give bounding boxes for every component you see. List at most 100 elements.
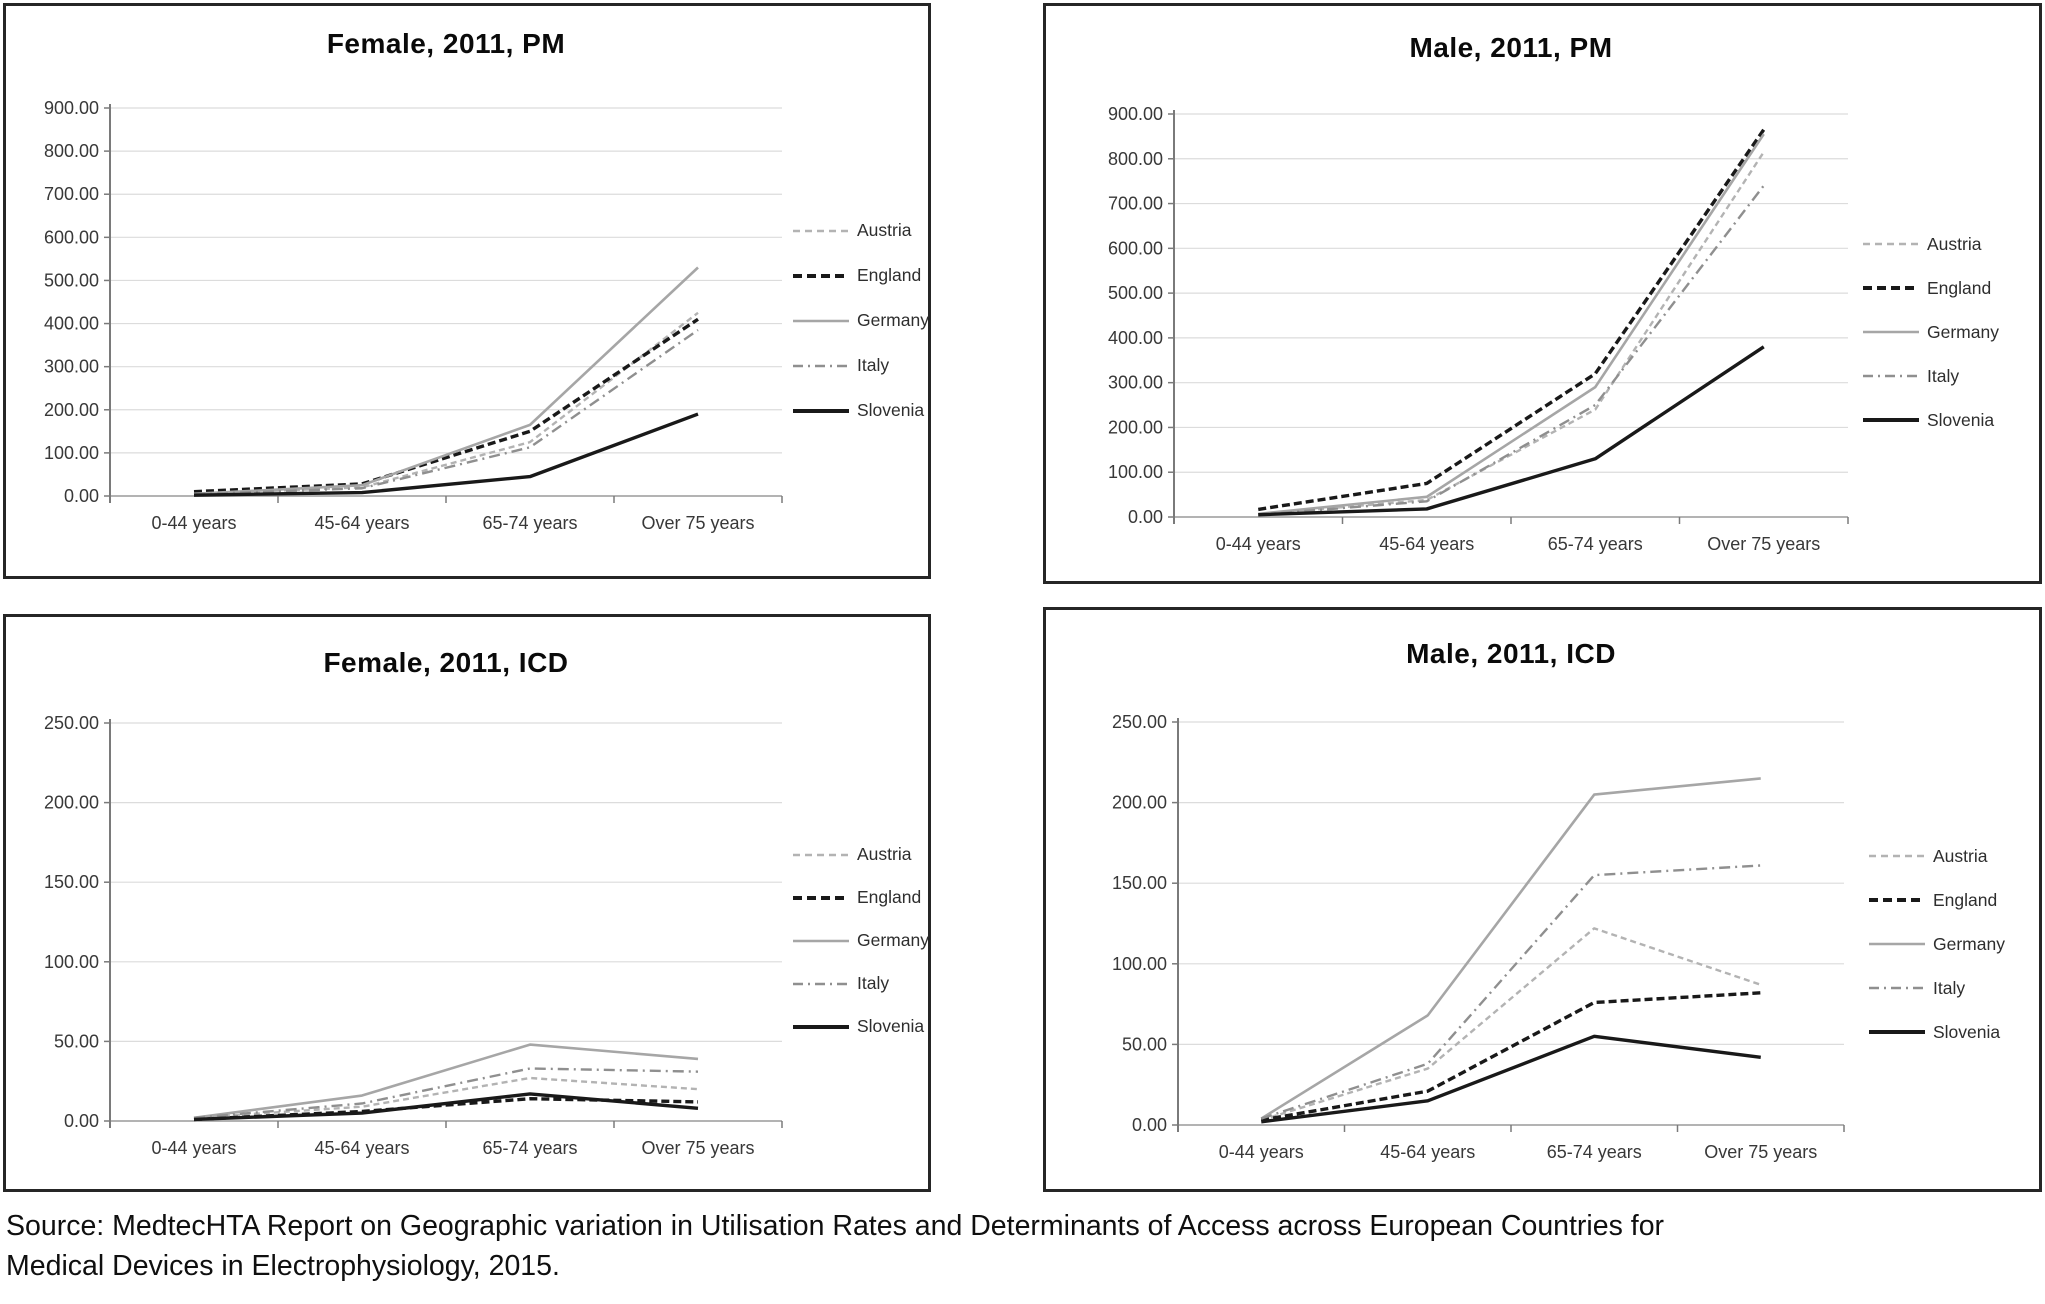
- legend-item-germany: Germany: [792, 298, 929, 343]
- x-tick-label: 0-44 years: [1219, 1142, 1304, 1162]
- y-tick-label: 100.00: [1112, 954, 1167, 974]
- italy-line-sample: [793, 364, 849, 367]
- x-tick-label: Over 75 years: [1707, 534, 1820, 554]
- y-tick-label: 300.00: [1108, 373, 1163, 393]
- chart-legend: Austria England Germany Italy Slovenia: [792, 208, 929, 433]
- legend-item-italy: Italy: [1868, 966, 2005, 1010]
- slovenia-line-sample: [793, 408, 849, 413]
- legend-label: Germany: [1927, 321, 1999, 342]
- y-tick-label: 900.00: [44, 98, 99, 118]
- legend-item-austria: Austria: [792, 833, 929, 876]
- series-line-england: [1257, 128, 1766, 512]
- england-line-sample: [1863, 286, 1919, 290]
- legend-label: Slovenia: [1933, 1021, 2001, 1042]
- italy-line-sample: [1863, 374, 1919, 378]
- y-tick-label: 100.00: [44, 952, 99, 972]
- legend-item-italy: Italy: [1862, 354, 1999, 398]
- legend-label: Germany: [857, 930, 929, 950]
- legend-label: Slovenia: [857, 1016, 925, 1036]
- austria-line-sample: [1869, 854, 1925, 858]
- y-tick-label: 400.00: [44, 314, 99, 334]
- y-tick-label: 200.00: [44, 793, 99, 813]
- legend-label: England: [1933, 889, 1998, 910]
- series-line-slovenia: [193, 412, 699, 497]
- legend-item-germany: Germany: [1862, 310, 1999, 354]
- chart-legend: Austria England Germany Italy Slovenia: [792, 833, 929, 1048]
- y-tick-label: 150.00: [1112, 873, 1167, 893]
- y-tick-label: 50.00: [54, 1031, 99, 1051]
- legend-label: Slovenia: [1927, 409, 1995, 430]
- legend-label: Austria: [857, 844, 912, 864]
- y-tick-label: 250.00: [44, 713, 99, 733]
- series-line-germany: [193, 266, 699, 496]
- legend-label: Austria: [1933, 845, 1988, 866]
- source-note: Source: MedtecHTA Report on Geographic v…: [6, 1210, 1665, 1283]
- x-tick-label: 0-44 years: [151, 513, 236, 533]
- x-tick-label: 45-64 years: [314, 513, 409, 533]
- x-tick-label: Over 75 years: [1704, 1142, 1817, 1162]
- x-tick-label: 0-44 years: [1216, 534, 1301, 554]
- germany-line-sample: [1863, 330, 1919, 334]
- legend-label: Germany: [857, 310, 929, 330]
- y-tick-label: 500.00: [1108, 283, 1163, 303]
- x-tick-label: 65-74 years: [482, 513, 577, 533]
- legend-label: Austria: [1927, 233, 1982, 254]
- chart-title: Female, 2011, PM: [326, 28, 566, 59]
- chart-legend: Austria England Germany Italy Slovenia: [1868, 834, 2005, 1054]
- y-tick-label: 500.00: [44, 270, 99, 290]
- legend-label: Italy: [1927, 365, 1960, 386]
- england-line-sample: [793, 895, 849, 900]
- legend-item-england: England: [792, 253, 929, 298]
- chart-title: Male, 2011, ICD: [1406, 638, 1616, 669]
- austria-line-sample: [793, 229, 849, 232]
- legend-item-italy: Italy: [792, 343, 929, 388]
- series-line-england: [193, 317, 699, 494]
- chart-legend: Austria England Germany Italy Slovenia: [1862, 222, 1999, 442]
- series-line-italy: [193, 1067, 699, 1120]
- x-tick-label: 65-74 years: [482, 1138, 577, 1158]
- chart-canvas-female-pm: 0.00 100.00 200.00 300.00 400.00 500.00 600.00…: [44, 98, 783, 533]
- legend-label: Italy: [857, 355, 890, 375]
- legend-item-germany: Germany: [1868, 922, 2005, 966]
- legend-item-slovenia: Slovenia: [792, 388, 929, 433]
- series-line-italy: [1258, 184, 1765, 516]
- series-line-slovenia: [1258, 345, 1765, 517]
- italy-line-sample: [1869, 986, 1925, 990]
- legend-item-austria: Austria: [792, 208, 929, 253]
- series-line-austria: [193, 1076, 699, 1120]
- y-tick-label: 600.00: [1108, 238, 1163, 258]
- legend-label: England: [857, 887, 922, 907]
- legend-item-slovenia: Slovenia: [1862, 398, 1999, 442]
- england-line-sample: [793, 273, 849, 278]
- legend-label: Germany: [1933, 933, 2005, 954]
- y-tick-label: 200.00: [1112, 793, 1167, 813]
- series-line-slovenia: [1261, 1034, 1761, 1124]
- series-line-austria: [1260, 927, 1762, 1122]
- y-tick-label: 0.00: [1132, 1115, 1167, 1135]
- legend-label: Slovenia: [857, 400, 925, 420]
- y-tick-label: 150.00: [44, 872, 99, 892]
- legend-label: England: [1927, 277, 1992, 298]
- y-tick-label: 700.00: [1108, 194, 1163, 214]
- x-tick-label: 65-74 years: [1547, 1142, 1642, 1162]
- legend-item-italy: Italy: [792, 962, 929, 1005]
- panel-male-2011-pm: Male, 2011, PM 0.00 100.00 200.00 300.00 400…: [1043, 3, 2042, 584]
- series-line-italy: [193, 329, 699, 496]
- germany-line-sample: [1869, 942, 1925, 946]
- y-tick-label: 100.00: [1108, 462, 1163, 482]
- series-line-england: [1260, 991, 1761, 1122]
- y-tick-label: 200.00: [1108, 417, 1163, 437]
- y-tick-label: 800.00: [44, 141, 99, 161]
- austria-line-sample: [1863, 242, 1919, 246]
- y-tick-label: 250.00: [1112, 712, 1167, 732]
- series-line-germany: [1258, 133, 1765, 516]
- chart-canvas-female-icd: 0.00 50.00 100.00 150.00 200.00 250.00 0-44 ye…: [44, 713, 783, 1158]
- legend-item-austria: Austria: [1862, 222, 1999, 266]
- y-tick-label: 0.00: [64, 1111, 99, 1131]
- slovenia-line-sample: [793, 1024, 849, 1029]
- x-tick-label: Over 75 years: [641, 1138, 754, 1158]
- chart-canvas-male-icd: 0.00 50.00 100.00 150.00 200.00 250.00 0-44 ye…: [1112, 712, 1845, 1162]
- y-tick-label: 800.00: [1108, 149, 1163, 169]
- chart-title: Male, 2011, PM: [1409, 32, 1613, 63]
